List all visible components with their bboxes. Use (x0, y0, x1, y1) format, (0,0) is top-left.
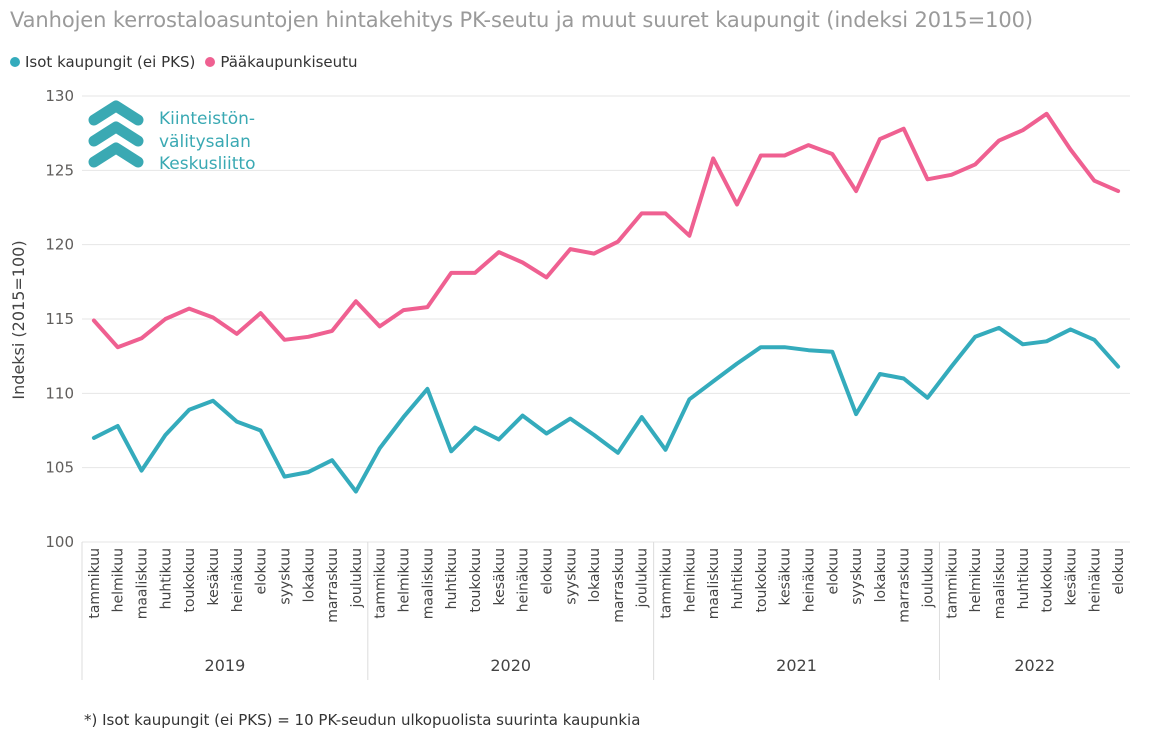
x-tick-label: elokuu (539, 548, 555, 595)
x-axis-years: 2019 2020 2021 2022 (81, 542, 1055, 680)
line-chart: Kiinteistön- välitysalan Keskusliitto 10… (9, 87, 1130, 680)
x-tick-label: maaliskuu (706, 548, 722, 619)
x-tick-label: elokuu (254, 548, 270, 595)
x-tick-label: joulukuu (635, 548, 651, 609)
x-tick-label: toukokuu (754, 548, 770, 613)
y-tick-label: 130 (45, 87, 74, 105)
x-tick-label: syyskuu (277, 548, 293, 605)
x-tick-label: marraskuu (611, 548, 627, 623)
x-tick-label: maaliskuu (992, 548, 1008, 619)
x-tick-label: tammikuu (944, 548, 960, 619)
x-tick-label: lokakuu (301, 548, 317, 602)
y-axis-ticks: 100 105 110 115 120 125 130 (45, 87, 74, 551)
x-tick-label: helmikuu (682, 548, 698, 612)
x-tick-label: tammikuu (659, 548, 675, 619)
x-tick-label: huhtikuu (158, 548, 174, 609)
logo-text-line: Kiinteistön- (159, 109, 255, 129)
x-tick-label: heinäkuu (1087, 548, 1103, 612)
x-tick-label: huhtikuu (730, 548, 746, 609)
x-tick-label: tammikuu (87, 548, 103, 619)
x-tick-label: huhtikuu (444, 548, 460, 609)
y-tick-label: 100 (45, 533, 74, 551)
x-tick-label: maaliskuu (135, 548, 151, 619)
x-tick-label: heinäkuu (516, 548, 532, 612)
footnote: *) Isot kaupungit (ei PKS) = 10 PK-seudu… (84, 711, 641, 729)
x-tick-label: joulukuu (349, 548, 365, 609)
y-tick-label: 125 (45, 161, 74, 179)
x-tick-label: maaliskuu (420, 548, 436, 619)
y-tick-label: 105 (45, 459, 74, 477)
logo-chevron-icon (88, 100, 144, 126)
year-label: 2019 (205, 656, 246, 675)
logo-text-line: välitysalan (159, 132, 251, 152)
x-tick-label: helmikuu (968, 548, 984, 612)
x-tick-label: huhtikuu (1016, 548, 1032, 609)
y-tick-label: 120 (45, 236, 74, 254)
year-label: 2020 (490, 656, 531, 675)
legend-label: Pääkaupunkiseutu (220, 53, 358, 71)
x-tick-label: syyskuu (849, 548, 865, 605)
x-tick-label: kesäkuu (206, 548, 222, 606)
x-tick-label: toukokuu (182, 548, 198, 613)
x-tick-label: kesäkuu (1063, 548, 1079, 606)
legend-item: Isot kaupungit (ei PKS) (10, 53, 195, 71)
kvkl-logo: Kiinteistön- välitysalan Keskusliitto (88, 100, 255, 174)
x-tick-label: tammikuu (373, 548, 389, 619)
series-line (91, 325, 1121, 494)
x-tick-label: heinäkuu (230, 548, 246, 612)
year-label: 2021 (776, 656, 817, 675)
x-tick-label: elokuu (1111, 548, 1127, 595)
x-tick-label: lokakuu (873, 548, 889, 602)
legend-label: Isot kaupungit (ei PKS) (25, 53, 196, 71)
x-tick-label: marraskuu (325, 548, 341, 623)
series-line (91, 111, 1121, 350)
x-tick-label: syyskuu (563, 548, 579, 605)
x-tick-label: marraskuu (897, 548, 913, 623)
logo-chevron-icon (88, 121, 144, 147)
y-tick-label: 110 (45, 384, 74, 402)
legend-dot-icon (205, 57, 216, 67)
logo-text-line: Keskusliitto (159, 154, 255, 174)
x-tick-label: lokakuu (587, 548, 603, 602)
legend-dot-icon (10, 57, 20, 67)
logo-chevron-icon (88, 142, 144, 168)
y-tick-label: 115 (45, 310, 74, 328)
x-tick-label: toukokuu (1040, 548, 1056, 613)
x-tick-label: kesäkuu (778, 548, 794, 606)
x-tick-label: heinäkuu (801, 548, 817, 612)
x-tick-label: helmikuu (397, 548, 413, 612)
year-label: 2022 (1014, 656, 1055, 675)
chart-title: Vanhojen kerrostaloasuntojen hintakehity… (10, 8, 1033, 32)
x-tick-label: helmikuu (111, 548, 127, 612)
y-axis-title: Indeksi (2015=100) (9, 240, 28, 399)
legend-item: Pääkaupunkiseutu (205, 53, 358, 71)
legend: Isot kaupungit (ei PKS) Pääkaupunkiseutu (10, 53, 368, 71)
x-tick-label: joulukuu (921, 548, 937, 609)
x-axis-ticks: tammikuu helmikuu maaliskuu huhtikuu toukoku… (87, 548, 1127, 623)
x-tick-label: kesäkuu (492, 548, 508, 606)
series-lines (91, 111, 1121, 494)
x-tick-label: elokuu (825, 548, 841, 595)
x-tick-label: toukokuu (468, 548, 484, 613)
